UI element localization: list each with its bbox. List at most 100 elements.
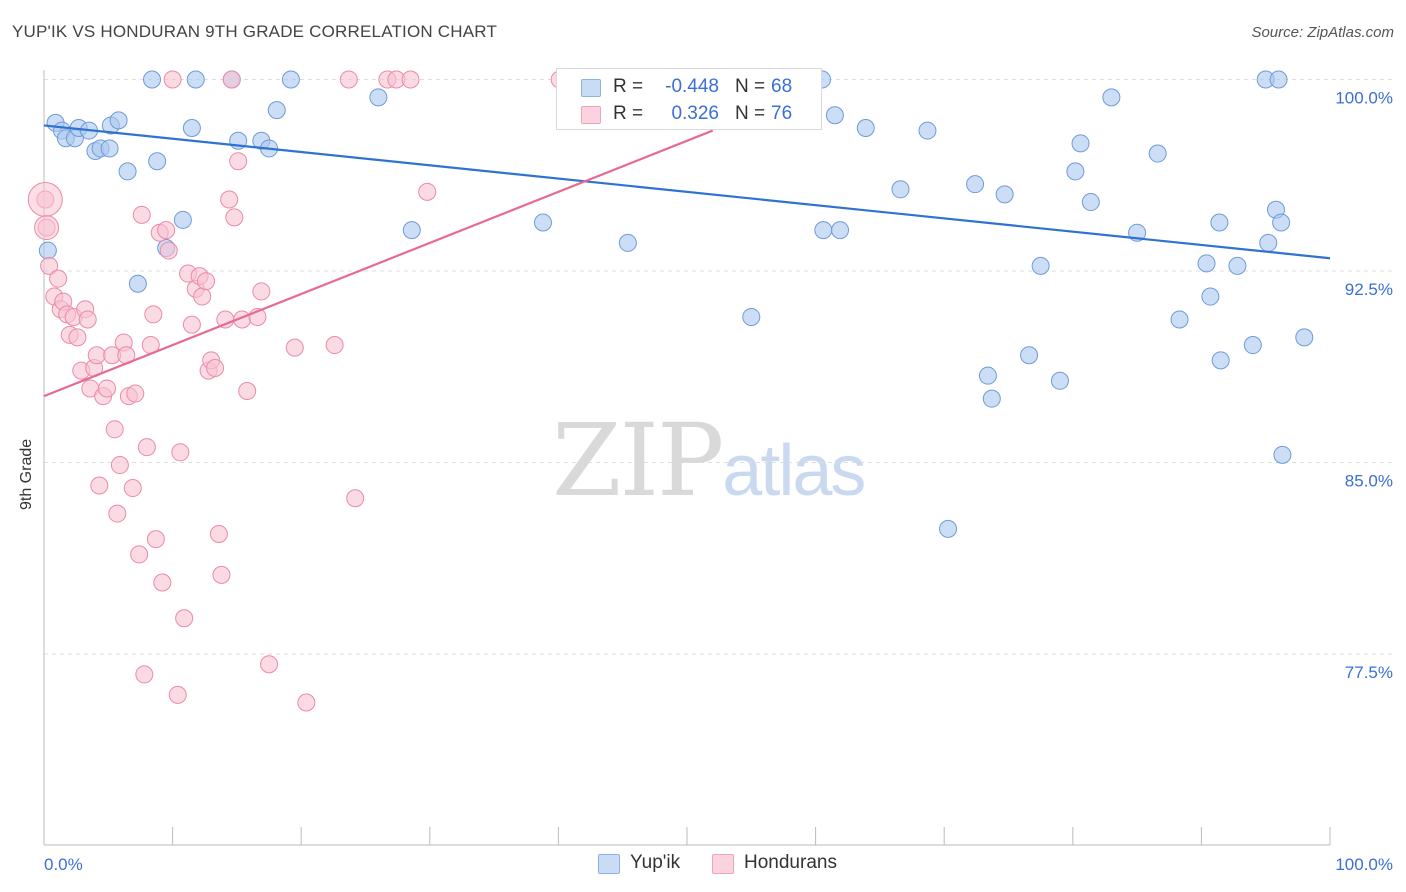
yupik-point xyxy=(118,162,137,181)
watermark-zip: ZIP xyxy=(552,402,724,519)
yupik-point xyxy=(1210,213,1229,232)
yupik-point xyxy=(1259,233,1278,252)
stats-n-label: N = xyxy=(735,103,766,124)
yupik-point xyxy=(825,106,844,125)
yupik-point xyxy=(143,70,162,89)
yupik-point xyxy=(267,101,286,120)
yupik-point xyxy=(173,210,192,229)
yupik-point xyxy=(1295,328,1314,347)
x-tick-label: 100.0% xyxy=(1335,855,1393,874)
honduran-point xyxy=(108,504,127,523)
yupik-point xyxy=(1273,445,1292,464)
yupik-point xyxy=(995,185,1014,204)
yupik-point xyxy=(1211,351,1230,370)
yupik-point xyxy=(1031,256,1050,275)
yupik-point xyxy=(982,389,1001,408)
yupik-point xyxy=(1197,254,1216,273)
yupik-point xyxy=(533,213,552,232)
honduran-point xyxy=(157,221,176,240)
honduran-point xyxy=(229,152,248,171)
stats-n-value: 68 xyxy=(771,76,793,97)
yupik-point xyxy=(831,221,850,240)
yupik-point xyxy=(918,121,937,140)
source-credit: Source: ZipAtlas.com xyxy=(1251,24,1394,41)
yupik-point xyxy=(978,366,997,385)
honduran-point xyxy=(212,565,231,584)
stats-r-label: R = xyxy=(613,76,644,97)
honduran-point xyxy=(339,70,358,89)
honduran-point xyxy=(209,524,228,543)
x-tick-label: 0.0% xyxy=(44,855,83,874)
yupik-point xyxy=(128,274,147,293)
chart-title: YUP'IK VS HONDURAN 9TH GRADE CORRELATION… xyxy=(12,22,498,41)
yupik-point xyxy=(100,139,119,158)
honduran-point xyxy=(163,70,182,89)
honduran-point xyxy=(285,338,304,357)
honduran-point xyxy=(137,438,156,457)
yupik-point xyxy=(1243,336,1262,355)
honduran-point-large xyxy=(27,182,63,218)
honduran-point xyxy=(98,379,117,398)
y-tick-label: 100.0% xyxy=(1335,89,1393,108)
stats-row-yupik: R = -0.448 N = 68 xyxy=(557,73,821,101)
honduran-point xyxy=(225,208,244,227)
honduran-point xyxy=(175,609,194,628)
honduran-point xyxy=(346,489,365,508)
honduran-point xyxy=(135,665,154,684)
honduran-point xyxy=(144,305,163,324)
honduran-point xyxy=(206,359,225,378)
honduran-point xyxy=(260,655,279,674)
yupik-point xyxy=(1272,213,1291,232)
honduran-point xyxy=(159,241,178,260)
honduran-point xyxy=(222,70,241,89)
yupik-point xyxy=(281,70,300,89)
y-axis-label: 9th Grade xyxy=(18,438,35,510)
stats-swatch-yupik xyxy=(581,79,601,97)
yupik-point xyxy=(1170,310,1189,329)
yupik-point xyxy=(856,119,875,138)
honduran-point xyxy=(123,479,142,498)
honduran-point xyxy=(130,545,149,564)
y-tick-label: 77.5% xyxy=(1345,663,1393,682)
yupik-point xyxy=(1081,193,1100,212)
stats-box: R = -0.448 N = 68 R = 0.326 N = 76 xyxy=(556,68,822,130)
yupik-point xyxy=(186,70,205,89)
yupik-point xyxy=(814,221,833,240)
yupik-point xyxy=(1050,371,1069,390)
yupik-point xyxy=(402,221,421,240)
honduran-point xyxy=(90,476,109,495)
yupik-point xyxy=(109,111,128,130)
yupik-point xyxy=(369,88,388,107)
honduran-point xyxy=(238,382,257,401)
watermark: ZIPatlas xyxy=(552,402,866,519)
yupik-trend-line xyxy=(43,124,1331,260)
legend-swatch-yupik xyxy=(598,854,620,874)
honduran-point xyxy=(220,190,239,209)
legend: Yup'ik Hondurans xyxy=(0,852,1406,878)
yupik-point xyxy=(38,241,57,260)
honduran-point xyxy=(49,269,68,288)
stats-r-label: R = xyxy=(613,103,644,124)
honduran-point xyxy=(252,282,271,301)
yupik-point xyxy=(1102,88,1121,107)
stats-row-hondurans: R = 0.326 N = 76 xyxy=(557,100,821,128)
honduran-point xyxy=(153,573,172,592)
y-tick-label: 85.0% xyxy=(1345,472,1393,491)
yupik-point xyxy=(618,233,637,252)
honduran-point xyxy=(197,272,216,291)
yupik-point xyxy=(891,180,910,199)
legend-label-hondurans: Hondurans xyxy=(744,852,837,873)
honduran-trend-line xyxy=(43,129,714,398)
honduran-point xyxy=(126,384,145,403)
stats-n-label: N = xyxy=(735,76,766,97)
yupik-point xyxy=(148,152,167,171)
honduran-point xyxy=(168,685,187,704)
watermark-atlas: atlas xyxy=(722,431,866,511)
yupik-point xyxy=(1020,346,1039,365)
honduran-point xyxy=(78,310,97,329)
honduran-point xyxy=(132,205,151,224)
honduran-point xyxy=(297,693,316,712)
stats-r-value: -0.448 xyxy=(665,76,719,97)
honduran-point xyxy=(146,530,165,549)
honduran-point xyxy=(325,336,344,355)
